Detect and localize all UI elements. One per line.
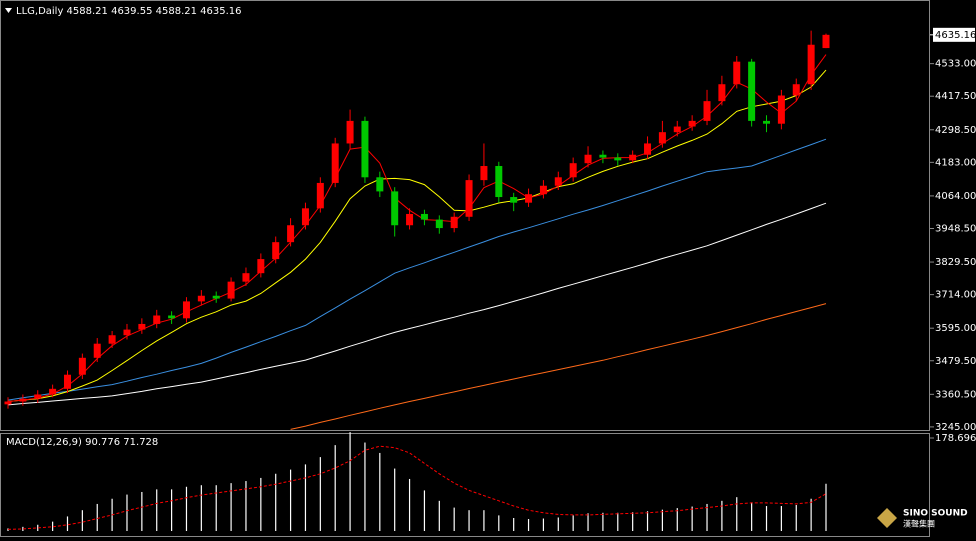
moving-average-line [7,202,827,406]
candle-body [599,154,607,158]
candle-body [93,343,101,358]
menu-arrow[interactable] [5,8,12,13]
candle-body [34,394,42,399]
candle-body [153,315,161,324]
candle-body [822,34,830,49]
candle-body [391,191,399,226]
candle-body [703,101,711,121]
candle-body [688,120,696,127]
candle-body [138,323,146,330]
candle-body [465,180,473,217]
y-tick-label: 4064.00 [935,191,976,202]
macd-panel-frame [0,433,930,537]
y-tick-label: 3245.00 [935,422,976,433]
candle-body [123,329,131,336]
candle-body [584,154,592,164]
price-panel-frame [0,0,930,431]
candle-body [406,213,414,226]
candle-body [673,126,681,133]
candle-body [733,61,741,85]
candle-body [49,388,57,395]
price-marker-box [933,27,975,42]
candle-body [287,225,295,243]
candle-body [376,177,384,192]
candle-body [272,242,280,260]
candle-body [450,216,458,229]
y-tick-label: 4417.50 [935,91,976,102]
y-tick-label: 4298.50 [935,125,976,136]
candle-body [644,143,652,155]
moving-average-line [7,69,827,402]
price-title: LLG,Daily 4588.21 4639.55 4588.21 4635.1… [16,6,242,17]
logo-name: SINO SOUND [903,509,968,519]
y-tick-label: 3479.50 [935,356,976,367]
candle-body [257,259,265,274]
y-tick-label: 3714.00 [935,290,976,301]
candle-body [807,44,815,85]
candle-body [361,120,369,178]
y-tick-label: 3948.50 [935,223,976,234]
candle-body [108,335,116,344]
candle-body [19,398,27,402]
y-tick-label: 3360.50 [935,389,976,400]
candle-body [718,84,726,102]
candle-body [748,61,756,121]
candle-body [629,154,637,161]
candle-body [168,315,176,319]
candle-body [614,157,622,161]
candle-body [301,208,309,226]
candle-body [480,166,488,181]
macd-title: MACD(12,26,9) 90.776 71.728 [6,437,158,448]
y-tick-label: 3829.50 [935,257,976,268]
logo: SINO SOUND 漢聲集團 [877,508,968,529]
candle-body [792,84,800,96]
candle-body [554,177,562,186]
candle-body [78,357,86,375]
candle-body [435,219,443,229]
moving-average-line [7,138,827,401]
candle-body [242,273,250,282]
candle-body [197,295,205,302]
y-tick-label: 4533.00 [935,59,976,70]
candle-body [539,185,547,195]
candle-body [420,213,428,220]
candle-body [777,95,785,124]
candle-body [331,143,339,183]
candle-body [316,182,324,209]
candle-body [495,166,503,198]
y-tick-label: 178.696 [935,433,976,444]
candle-body [763,120,771,124]
candle-body [346,120,354,144]
candle-body [227,281,235,299]
logo-mark [877,508,897,528]
y-tick-label: 3595.00 [935,323,976,334]
candle-body [63,374,71,389]
candle-body [4,401,12,405]
price-marker-label: 4635.16 [935,30,976,41]
candle-body [569,163,577,178]
logo-subtitle: 漢聲集團 [903,519,935,529]
candle-body [510,197,518,203]
candle-body [182,301,190,319]
y-tick-label: 4183.00 [935,157,976,168]
moving-average-line [290,303,827,430]
candle-body [525,194,533,203]
candle-body [212,295,220,299]
candle-body [658,132,666,144]
